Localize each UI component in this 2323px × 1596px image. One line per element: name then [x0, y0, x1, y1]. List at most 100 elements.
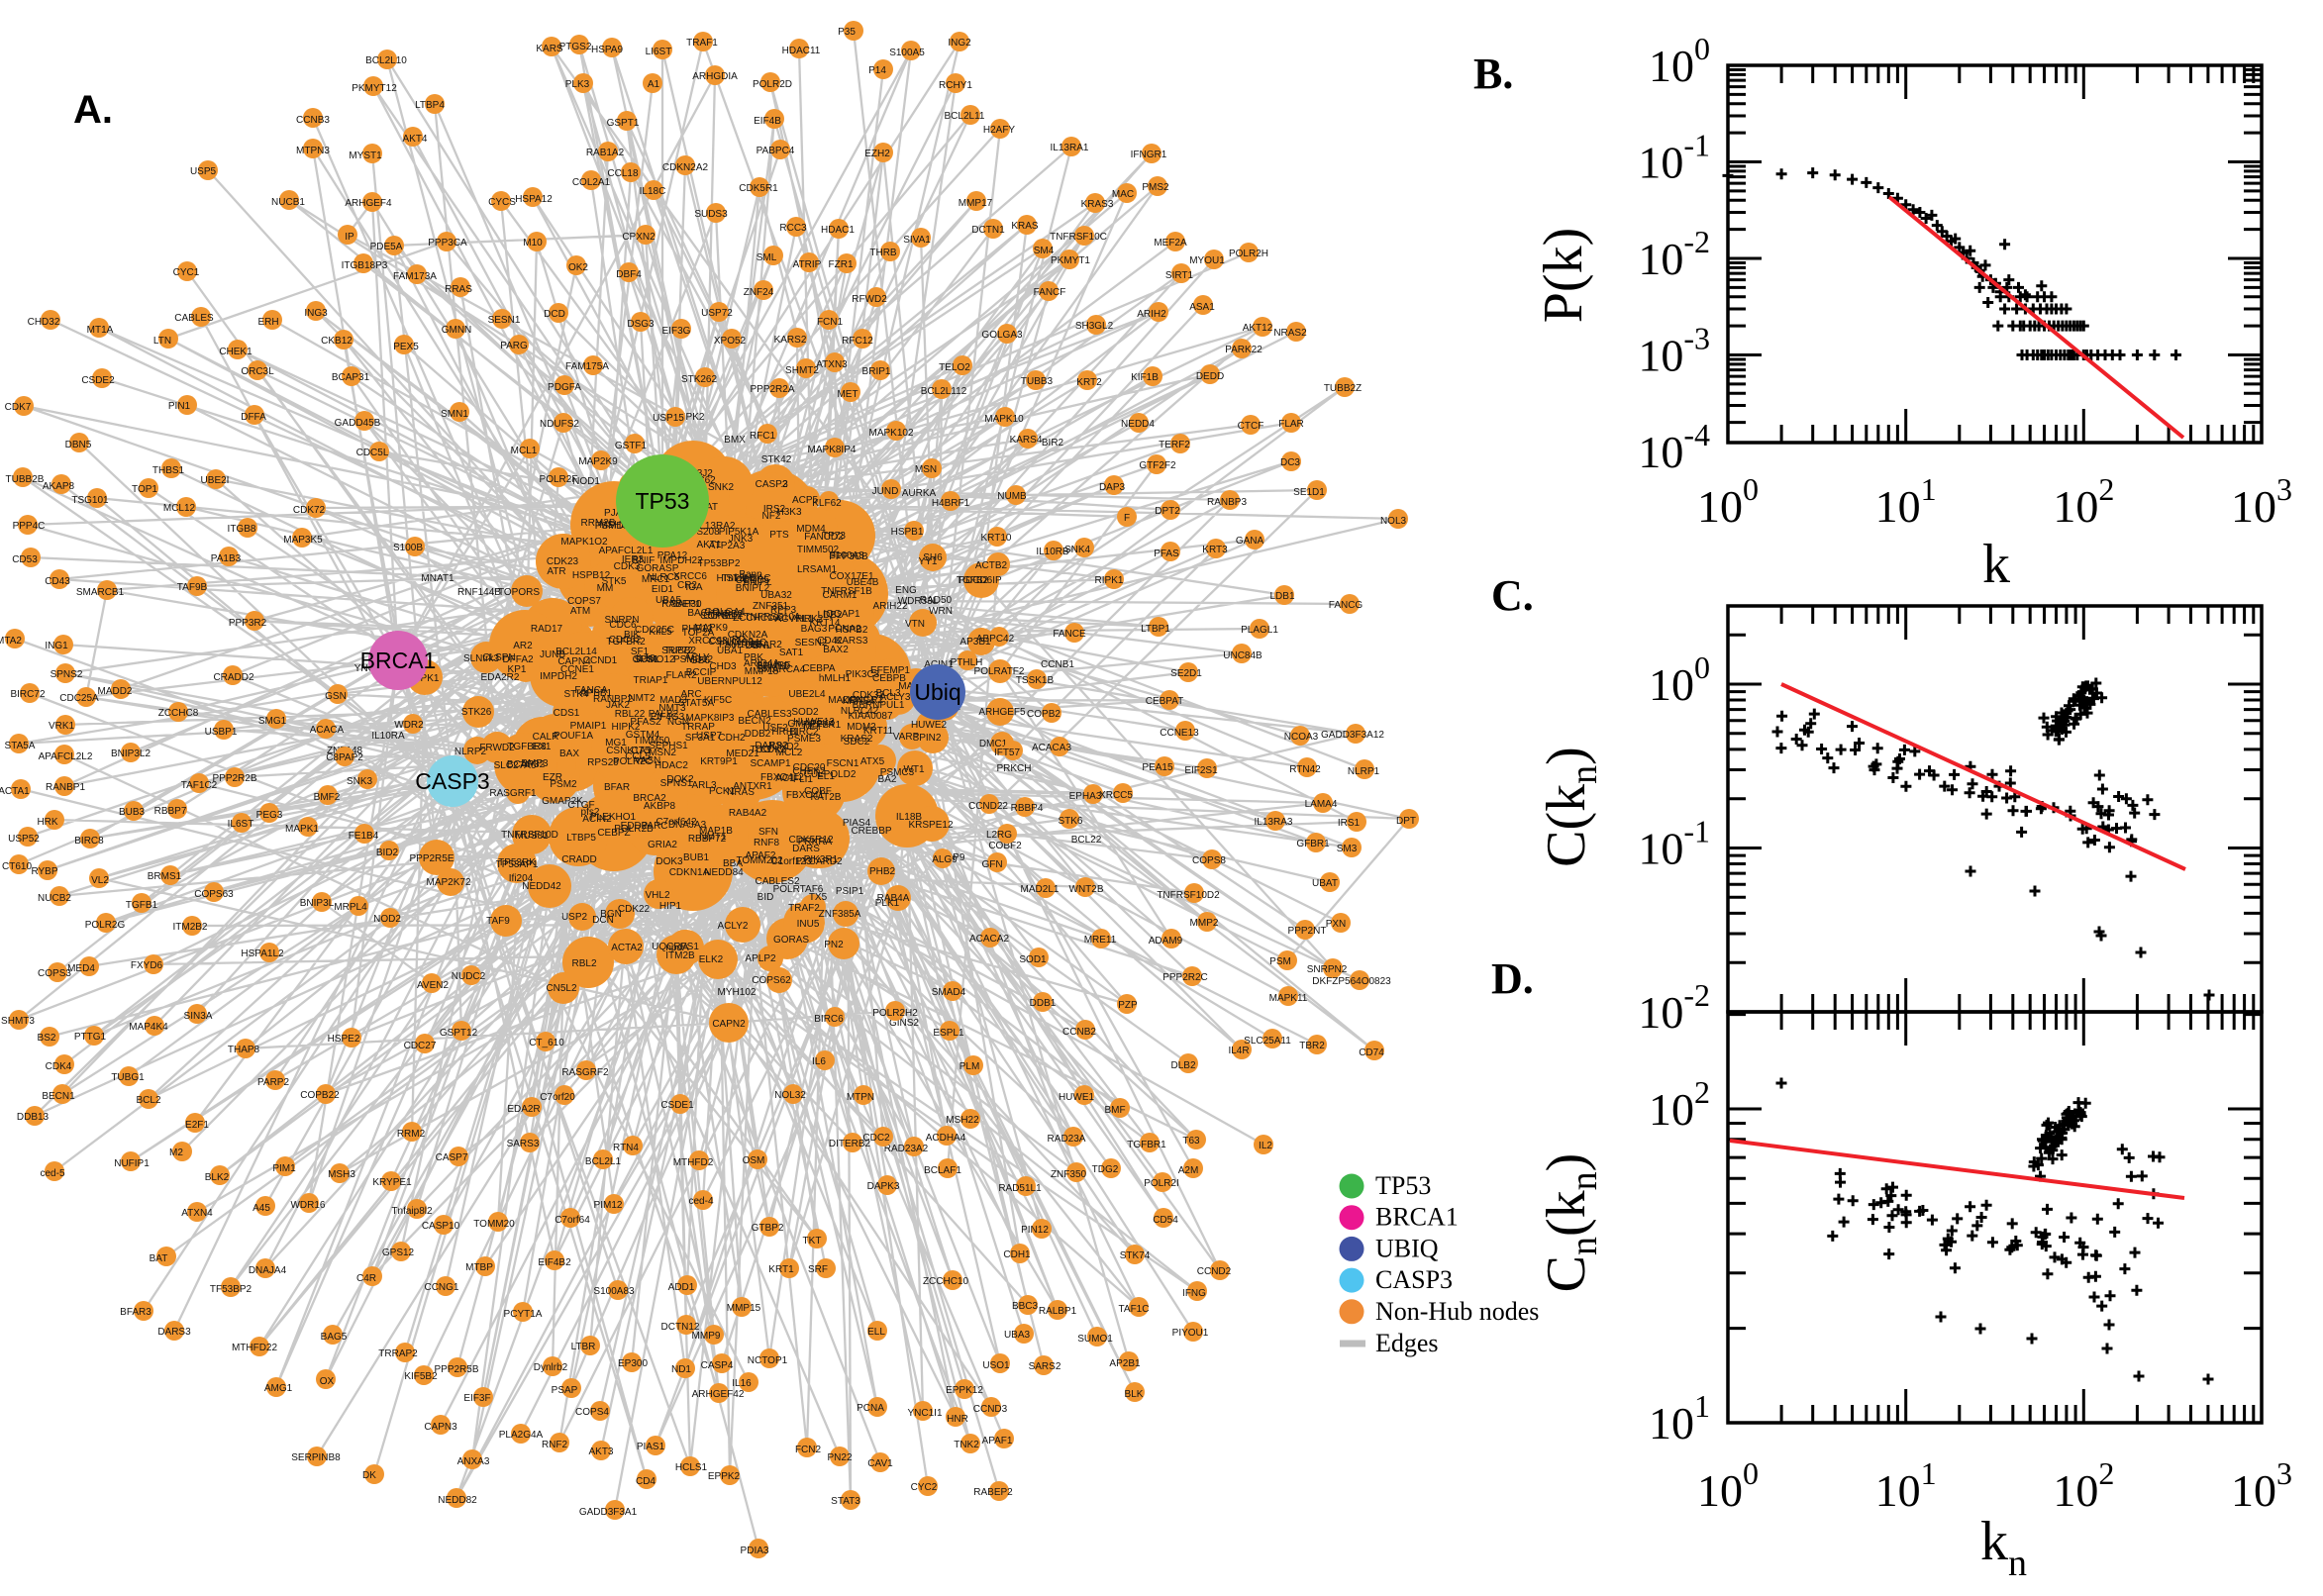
svg-text:MMP9: MMP9 — [692, 1331, 721, 1342]
svg-text:PLK1: PLK1 — [875, 898, 900, 909]
svg-text:FANCE: FANCE — [1053, 629, 1086, 640]
svg-text:THRB: THRB — [869, 248, 897, 258]
svg-text:NOD1: NOD1 — [572, 476, 600, 487]
svg-text:FAM175A: FAM175A — [565, 361, 609, 372]
svg-text:ATXN3: ATXN3 — [816, 359, 848, 370]
svg-text:A45: A45 — [252, 1203, 270, 1214]
svg-text:SF3A1: SF3A1 — [685, 733, 716, 744]
svg-text:ELL: ELL — [867, 1327, 885, 1338]
svg-text:KP1: KP1 — [508, 664, 527, 675]
svg-text:BNIP3L2: BNIP3L2 — [111, 748, 151, 759]
svg-text:CEBPAT: CEBPAT — [1146, 696, 1184, 707]
svg-text:MCL2: MCL2 — [776, 748, 803, 758]
svg-text:BNIPL: BNIPL — [744, 577, 772, 588]
svg-text:XRCC63: XRCC63 — [688, 636, 728, 647]
svg-text:SCAMP1: SCAMP1 — [750, 758, 791, 769]
svg-text:TOMM20: TOMM20 — [473, 1219, 515, 1230]
svg-text:Ifi204: Ifi204 — [509, 873, 534, 884]
svg-text:RFC12: RFC12 — [842, 336, 873, 347]
svg-text:C7orf642: C7orf642 — [656, 817, 697, 828]
svg-text:VL2: VL2 — [91, 875, 109, 886]
svg-text:UNC84C: UNC84C — [727, 638, 766, 648]
svg-text:TNFRSF10C: TNFRSF10C — [1050, 232, 1107, 243]
svg-text:PKMYT12: PKMYT12 — [352, 83, 397, 94]
svg-text:IFT57: IFT57 — [994, 748, 1021, 758]
svg-text:TP73: TP73 — [822, 531, 846, 542]
svg-text:PLA2G4A: PLA2G4A — [499, 1430, 544, 1441]
svg-text:CD53: CD53 — [12, 554, 38, 565]
svg-text:BRCA2: BRCA2 — [633, 793, 666, 804]
svg-text:DMC1: DMC1 — [979, 739, 1008, 749]
svg-text:IL10RB: IL10RB — [1036, 547, 1069, 557]
svg-text:NLRC42: NLRC42 — [841, 706, 879, 717]
svg-text:USO1: USO1 — [982, 1360, 1010, 1371]
svg-text:hMLH1: hMLH1 — [819, 673, 852, 684]
svg-text:FAM101B: FAM101B — [719, 640, 762, 650]
svg-text:ARHGEF4: ARHGEF4 — [345, 198, 392, 209]
svg-text:UBA1: UBA1 — [717, 646, 744, 656]
svg-text:GSPT12: GSPT12 — [440, 1028, 478, 1039]
svg-text:CDK72: CDK72 — [293, 505, 326, 516]
svg-text:COPS63: COPS63 — [194, 889, 234, 900]
svg-text:H3K3: H3K3 — [776, 507, 801, 518]
svg-text:BRCA1: BRCA1 — [1375, 1203, 1459, 1232]
svg-text:BCL2L112: BCL2L112 — [921, 386, 967, 397]
svg-text:k: k — [1982, 534, 2010, 595]
svg-text:PPP4C: PPP4C — [13, 521, 46, 532]
svg-text:IL13RA2: IL13RA2 — [697, 521, 736, 532]
svg-text:VRK1: VRK1 — [49, 721, 75, 732]
svg-text:PDIA3: PDIA3 — [741, 1546, 769, 1556]
svg-text:ARC: ARC — [680, 689, 701, 700]
svg-text:PPP2NT: PPP2NT — [1288, 926, 1327, 937]
svg-text:CD74: CD74 — [1359, 1047, 1384, 1058]
svg-text:UBIQ: UBIQ — [1375, 1234, 1439, 1262]
svg-text:TGFBR3: TGFBR3 — [507, 742, 547, 752]
svg-text:BAX: BAX — [559, 748, 579, 759]
svg-text:CR2: CR2 — [677, 580, 697, 591]
svg-text:FLI1: FLI1 — [793, 774, 813, 785]
svg-text:NEDD84: NEDD84 — [704, 867, 744, 878]
svg-text:PPM1D: PPM1D — [757, 661, 790, 672]
svg-text:TOP1: TOP1 — [132, 484, 157, 495]
svg-text:NRAS2: NRAS2 — [1273, 328, 1307, 339]
svg-text:C7orf64: C7orf64 — [555, 1215, 590, 1226]
svg-text:GB6: GB6 — [690, 655, 710, 666]
svg-text:MADD: MADD — [828, 695, 857, 706]
svg-text:MRE11: MRE11 — [1084, 935, 1117, 946]
svg-text:WNT2B: WNT2B — [1069, 884, 1104, 895]
svg-text:C1orf123: C1orf123 — [770, 856, 812, 867]
svg-text:KRT10: KRT10 — [981, 533, 1012, 544]
svg-text:GORASP: GORASP — [637, 563, 679, 574]
svg-text:CSNK1A2: CSNK1A2 — [708, 637, 754, 648]
svg-text:CDK4: CDK4 — [46, 1061, 72, 1072]
svg-text:NCOA3: NCOA3 — [1284, 732, 1319, 743]
svg-text:CEBPB: CEBPB — [872, 673, 906, 684]
svg-text:PSM: PSM — [1269, 956, 1291, 967]
svg-text:MAPK1: MAPK1 — [285, 824, 319, 835]
svg-text:DK: DK — [362, 1470, 376, 1481]
svg-text:COPS62: COPS62 — [752, 975, 791, 986]
svg-text:IL18C: IL18C — [640, 186, 666, 197]
svg-text:CCNB1: CCNB1 — [1041, 659, 1074, 670]
svg-text:BAG3: BAG3 — [801, 624, 828, 635]
svg-text:MSN: MSN — [915, 464, 937, 475]
svg-text:NUFIP1: NUFIP1 — [114, 1158, 150, 1169]
svg-text:PBK: PBK — [744, 652, 763, 663]
svg-text:S100B: S100B — [393, 543, 423, 553]
svg-text:USP52: USP52 — [8, 834, 40, 845]
svg-text:BUB1: BUB1 — [683, 852, 710, 863]
svg-text:PZP: PZP — [1118, 1000, 1138, 1011]
svg-text:CSDE2: CSDE2 — [81, 375, 115, 386]
svg-text:ESPL1: ESPL1 — [933, 1028, 964, 1039]
svg-text:MFI: MFI — [803, 722, 820, 733]
svg-text:CHD3: CHD3 — [709, 661, 737, 672]
svg-text:POLR2H2: POLR2H2 — [872, 1008, 918, 1019]
svg-text:TX5: TX5 — [809, 892, 828, 903]
svg-text:WDR33L: WDR33L — [898, 596, 939, 607]
svg-text:MED21: MED21 — [726, 748, 759, 759]
svg-text:KIF5B2: KIF5B2 — [404, 1371, 438, 1382]
svg-text:POLRATF2: POLRATF2 — [974, 666, 1025, 677]
svg-text:CEBPA: CEBPA — [802, 663, 835, 674]
svg-text:POLR2G: POLR2G — [85, 920, 126, 931]
svg-text:PYCARD2: PYCARD2 — [795, 856, 843, 867]
